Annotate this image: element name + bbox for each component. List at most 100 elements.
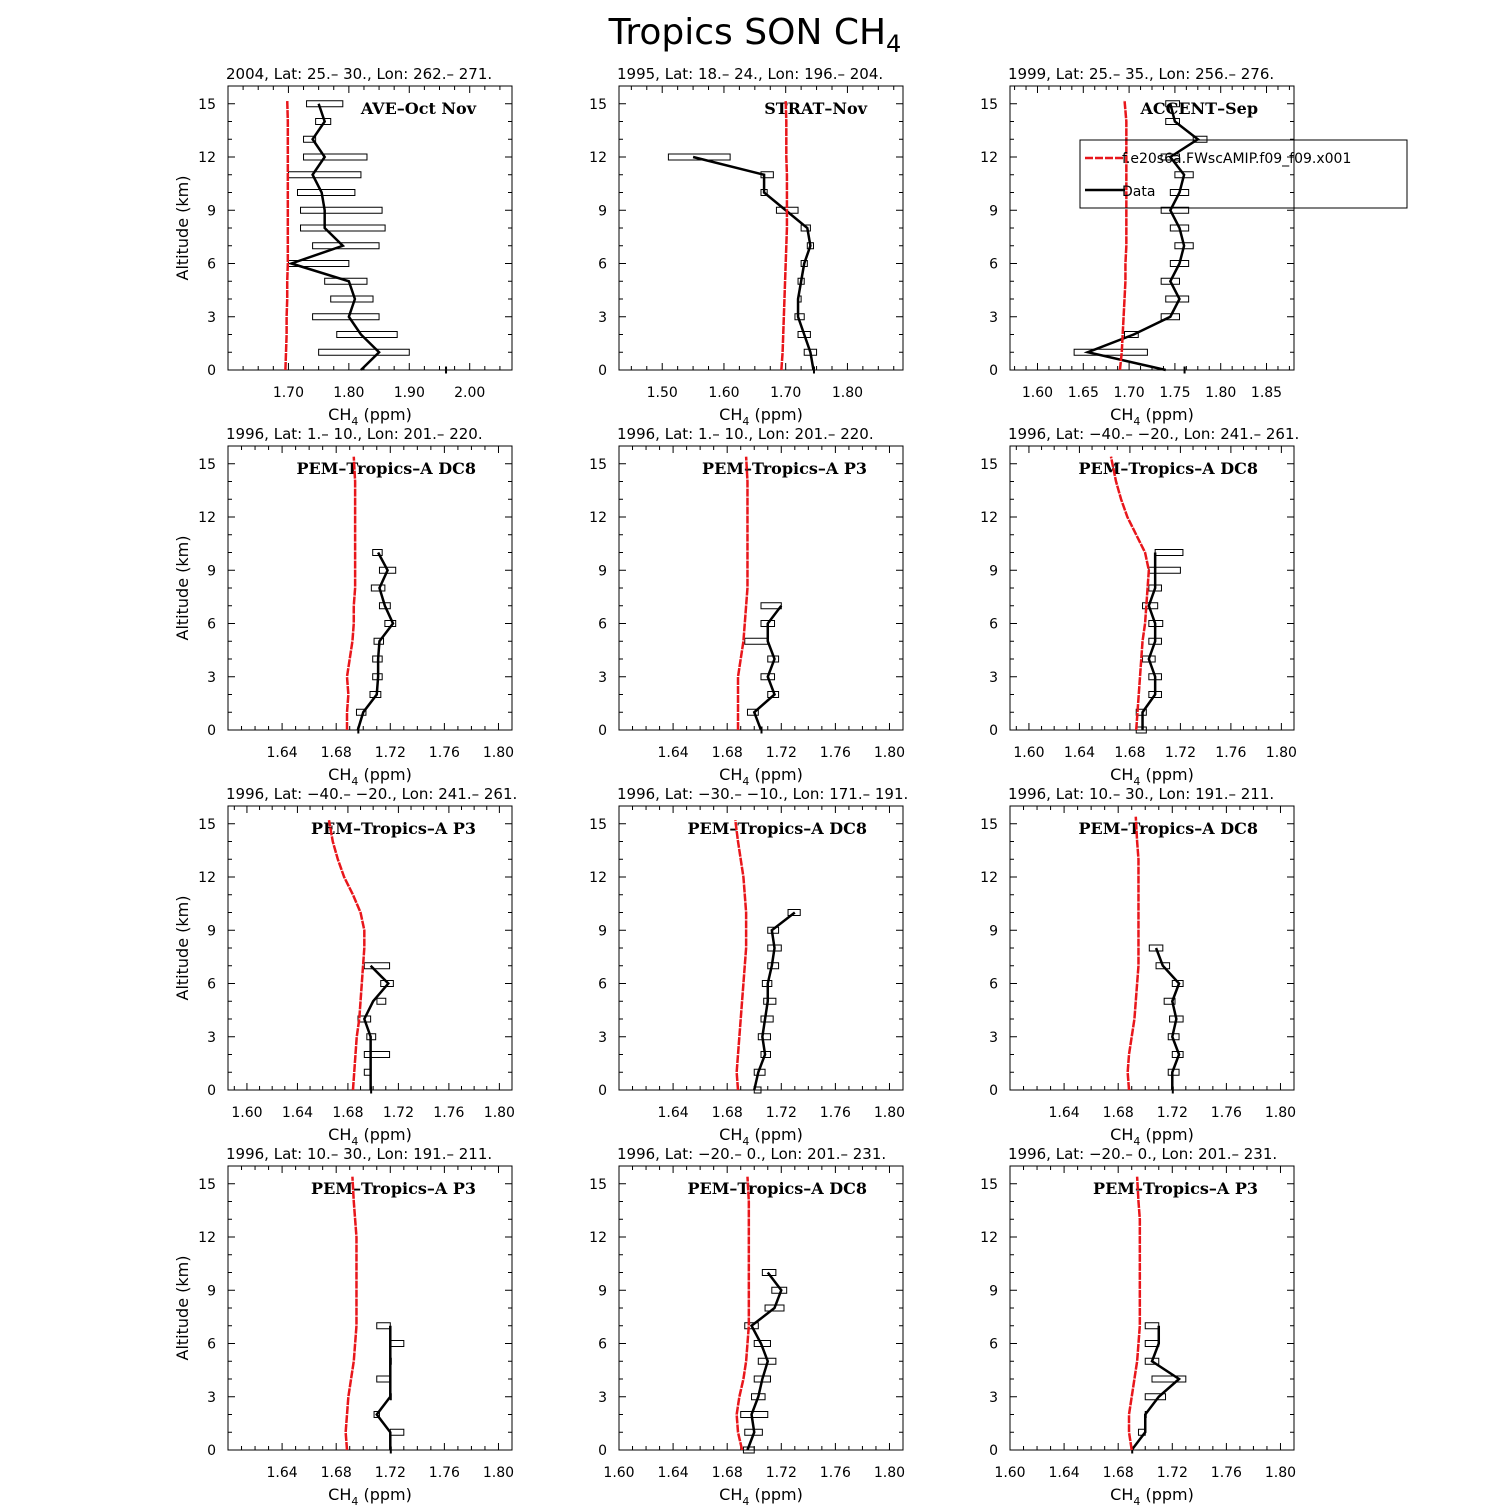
x-axis-label-subscript: 4 <box>1133 1495 1140 1508</box>
x-tick-label: 1.68 <box>1103 1105 1134 1121</box>
x-axis-label-units: (ppm) <box>1140 765 1193 784</box>
x-axis-label-units: (ppm) <box>749 405 802 424</box>
y-tick-label: 6 <box>598 257 607 273</box>
error-box <box>389 1428 405 1436</box>
model-profile-line <box>734 820 748 1091</box>
x-tick-label: 1.80 <box>483 745 514 761</box>
error-box <box>330 295 374 303</box>
x-tick-label: 1.50 <box>647 385 678 401</box>
error-box <box>1160 153 1180 161</box>
panel-header: 1996, Lat: 10.– 30., Lon: 191.– 211. <box>226 1145 492 1163</box>
y-axis-label: Altitude (km) <box>173 896 192 1001</box>
error-box <box>287 171 362 179</box>
error-box <box>744 637 769 645</box>
y-tick-label: 12 <box>980 510 998 526</box>
y-tick-label: 12 <box>980 150 998 166</box>
y-tick-label: 6 <box>989 617 998 633</box>
chart-panel-2: 1995, Lat: 18.– 24., Lon: 196.– 204. STRA… <box>589 65 904 428</box>
error-box <box>1148 566 1181 574</box>
x-axis-label-units: (ppm) <box>1140 405 1193 424</box>
chart-panel-9: 1996, Lat: 10.– 30., Lon: 191.– 211. PEM–… <box>980 785 1296 1148</box>
obs-profile-line <box>375 1325 392 1450</box>
error-box <box>376 1322 391 1330</box>
y-tick-label: 3 <box>989 670 998 686</box>
x-tick-label: 1.72 <box>766 1105 797 1121</box>
chart-panel-8: 1996, Lat: −30.– −10., Lon: 171.– 191. PE… <box>589 785 908 1148</box>
y-tick-label: 15 <box>980 817 998 833</box>
x-axis-label: CH4 (ppm) <box>1110 765 1194 788</box>
campaign-label: PEM–Tropics–A DC8 <box>687 819 867 838</box>
x-tick-label: 1.80 <box>333 385 364 401</box>
x-axis-label: CH4 (ppm) <box>328 1485 412 1508</box>
error-box <box>1154 549 1184 556</box>
y-tick-label: 3 <box>598 670 607 686</box>
x-axis-label-subscript: 4 <box>1133 415 1140 428</box>
x-tick-label: 1.68 <box>321 1465 352 1481</box>
error-box <box>306 100 344 108</box>
panel-header: 1996, Lat: 1.– 10., Lon: 201.– 220. <box>226 425 483 443</box>
x-axis-label-units: (ppm) <box>749 765 802 784</box>
x-axis-label-subscript: 4 <box>351 415 358 428</box>
x-tick-label: 1.80 <box>484 1105 515 1121</box>
error-box <box>1073 348 1148 356</box>
x-tick-label: 1.64 <box>1064 745 1095 761</box>
x-tick-label: 1.76 <box>820 1465 851 1481</box>
obs-profile-line <box>692 155 815 371</box>
y-tick-label: 6 <box>989 257 998 273</box>
error-box <box>296 189 356 196</box>
x-axis-label-units: (ppm) <box>1140 1485 1193 1504</box>
x-axis-label-subscript: 4 <box>351 1495 358 1508</box>
x-axis-label-subscript: 4 <box>351 1135 358 1148</box>
y-tick-label: 9 <box>598 563 607 579</box>
model-profile-line <box>284 100 290 371</box>
obs-profile-line <box>362 964 391 1090</box>
x-tick-label: 1.76 <box>820 745 851 761</box>
x-tick-label: 1.76 <box>1211 1105 1242 1121</box>
y-tick-label: 0 <box>989 1443 998 1459</box>
y-tick-label: 9 <box>598 1283 607 1299</box>
y-tick-label: 15 <box>589 97 607 113</box>
x-tick-label: 1.68 <box>1103 1465 1134 1481</box>
error-box <box>312 313 380 321</box>
model-profile-line <box>327 819 366 1091</box>
x-axis-label-subscript: 4 <box>742 1135 749 1148</box>
error-box <box>1124 331 1139 338</box>
error-box <box>1144 1322 1160 1330</box>
y-tick-label: 15 <box>198 457 216 473</box>
error-box <box>800 224 811 232</box>
plot-frame <box>227 85 513 371</box>
error-box <box>746 708 759 716</box>
x-axis-label-subscript: 4 <box>742 775 749 788</box>
y-tick-label: 6 <box>207 617 216 633</box>
x-axis-label-units: (ppm) <box>749 1485 802 1504</box>
x-tick-label: 1.85 <box>1251 385 1282 401</box>
x-tick-label: 1.64 <box>658 1105 689 1121</box>
x-tick-label: 1.72 <box>1157 1465 1188 1481</box>
y-tick-label: 12 <box>980 870 998 886</box>
y-tick-label: 0 <box>207 1083 216 1099</box>
error-box <box>445 366 448 374</box>
campaign-label: STRAT–Nov <box>764 99 868 118</box>
campaign-label: PEM–Tropics–A P3 <box>311 819 476 838</box>
y-tick-label: 15 <box>589 817 607 833</box>
error-box <box>744 1322 759 1330</box>
x-tick-label: 1.60 <box>1022 385 1053 401</box>
obs-profile-line <box>746 1271 783 1451</box>
y-tick-label: 0 <box>207 1443 216 1459</box>
obs-profile-line <box>1083 103 1200 372</box>
chart-panel-6: 1996, Lat: −40.– −20., Lon: 241.– 261. PE… <box>980 425 1299 788</box>
obs-profile-line <box>752 604 783 731</box>
y-axis-label: Altitude (km) <box>173 1256 192 1361</box>
panel-header: 1996, Lat: 1.– 10., Lon: 201.– 220. <box>617 425 874 443</box>
y-tick-label: 12 <box>589 1230 607 1246</box>
obs-profile-line <box>356 551 395 731</box>
x-tick-label: 1.64 <box>282 1105 313 1121</box>
error-box <box>1163 997 1176 1005</box>
x-axis-label-units: (ppm) <box>358 405 411 424</box>
y-tick-label: 3 <box>207 670 216 686</box>
obs-profile-line <box>287 103 381 371</box>
x-axis-label-units: (ppm) <box>358 1125 411 1144</box>
error-box <box>1165 100 1180 108</box>
y-tick-label: 6 <box>598 1337 607 1353</box>
x-tick-label: 1.68 <box>332 1105 363 1121</box>
